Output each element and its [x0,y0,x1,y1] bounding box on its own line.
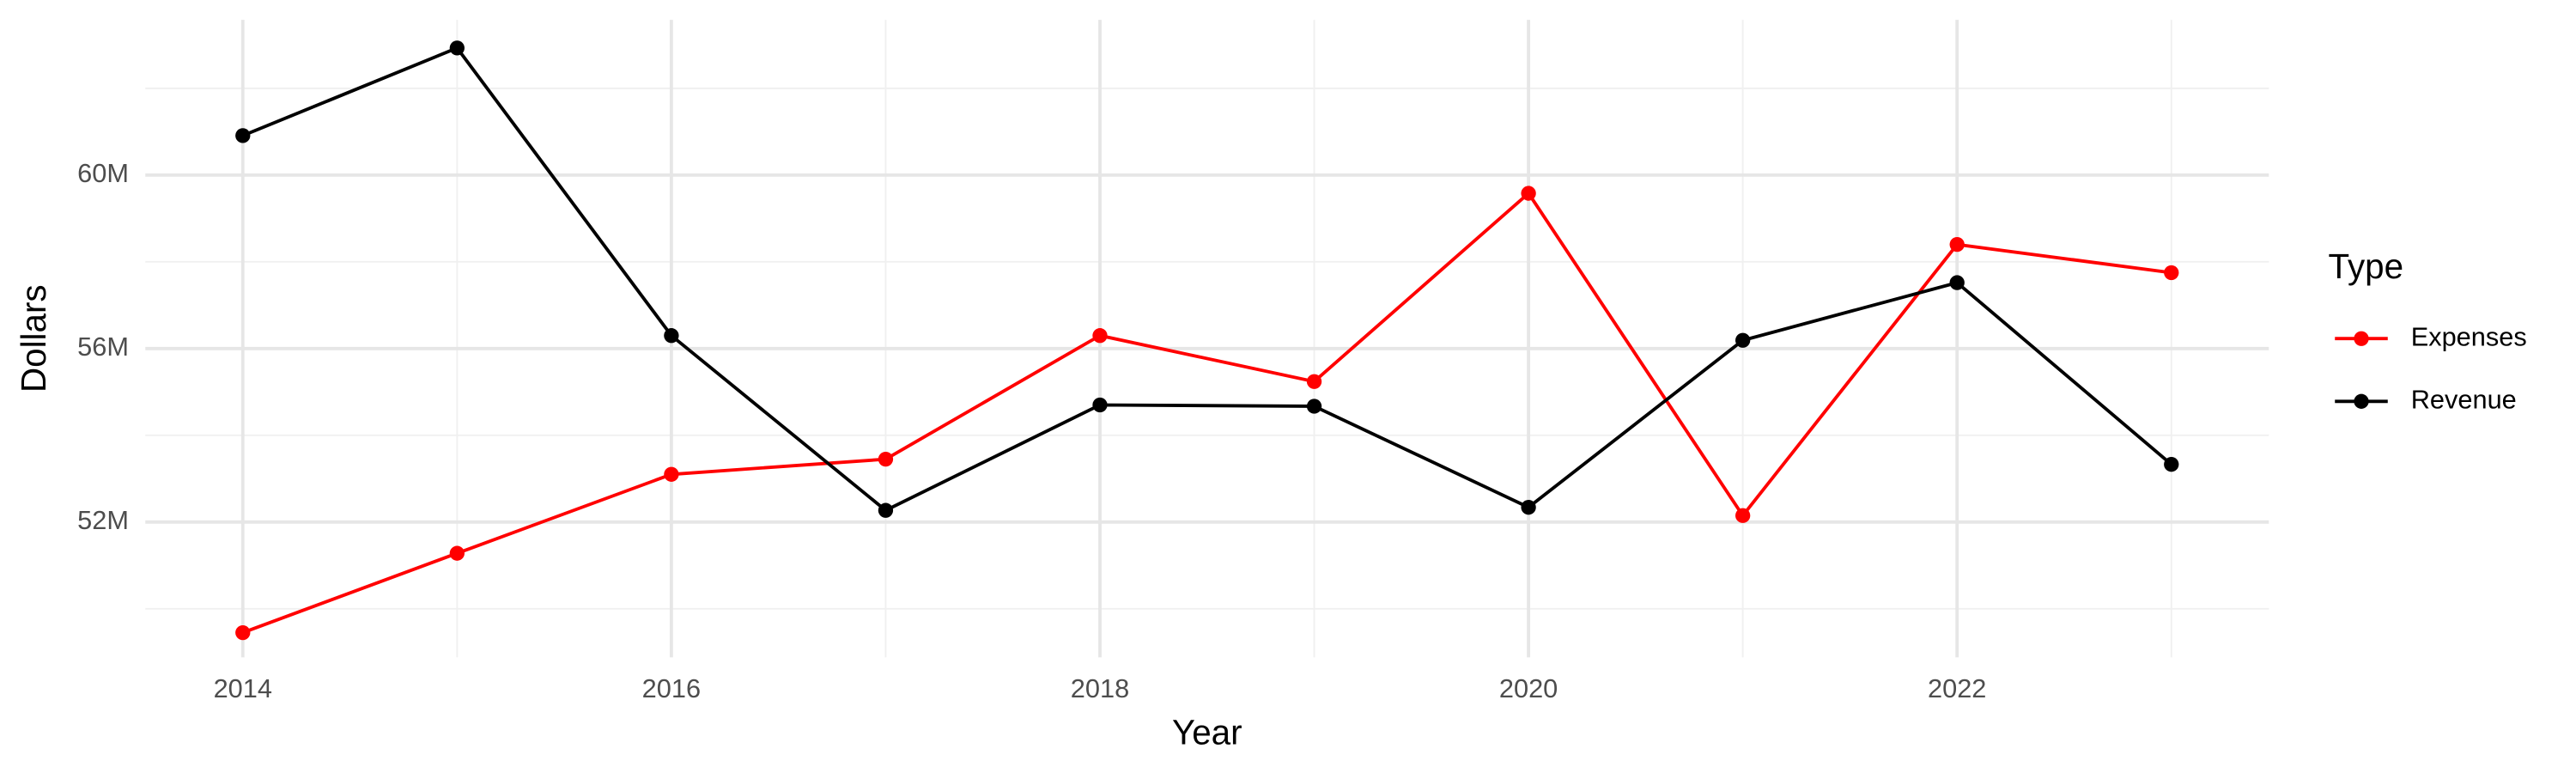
data-point [235,128,251,143]
data-point [1949,275,1965,290]
data-point [235,624,251,641]
data-point [1521,500,1536,515]
x-tick-label: 2018 [1071,673,1129,703]
data-point [449,545,465,561]
data-point [878,451,894,467]
y-axis-title: Dollars [14,284,53,393]
grid [145,20,2269,658]
data-point [1306,374,1322,389]
data-point [878,502,894,518]
data-point [664,466,679,482]
data-point [1306,399,1322,414]
y-tick-label: 56M [77,332,129,362]
legend-point [2354,331,2369,346]
x-tick-label: 2022 [1928,673,1986,703]
data-point [664,328,679,344]
y-tick-label: 60M [77,158,129,188]
legend-point [2354,393,2369,409]
legend-title: Type [2329,247,2404,286]
data-point [2164,265,2179,281]
x-tick-label: 2016 [642,673,701,703]
data-point [2164,457,2179,472]
legend-label: Expenses [2411,321,2527,351]
data-point [1092,328,1108,344]
data-point [1735,332,1751,348]
data-point [1949,236,1965,253]
x-tick-label: 2020 [1499,673,1558,703]
y-tick-label: 52M [77,505,129,535]
x-axis-title: Year [1172,712,1242,752]
legend: Expenses Revenue [2335,321,2527,414]
data-point [449,40,465,56]
plot-marks [235,40,2179,641]
legend-label: Revenue [2411,384,2517,414]
series-line [242,46,2173,513]
x-tick-label: 2014 [214,673,272,703]
data-point [1521,186,1536,201]
series-line [242,191,2172,635]
data-point [1092,397,1108,413]
data-point [1735,508,1751,523]
